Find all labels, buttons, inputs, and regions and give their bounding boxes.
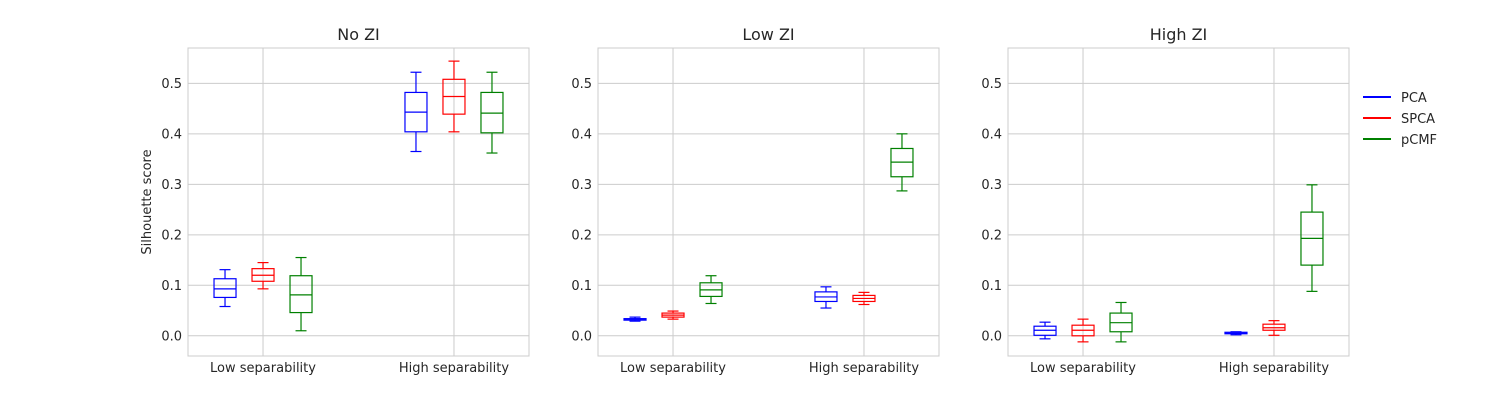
- x-tick-label: High separability: [809, 361, 919, 376]
- box-pca: [213, 269, 237, 308]
- plot-frame: [1007, 47, 1350, 357]
- legend-label: SPCA: [1401, 112, 1435, 127]
- panel-title: Low ZI: [742, 25, 794, 44]
- panels: 0.0 0.1 0.2 0.3 0.4 0.5 Low separability High s…: [161, 25, 1350, 376]
- box-spca: [1071, 318, 1095, 343]
- y-tick-label: 0.2: [161, 228, 182, 243]
- box-pca: [404, 71, 428, 153]
- plot-frame: [187, 47, 530, 357]
- legend-item-pcmf: pCMF: [1363, 133, 1437, 148]
- y-tick-label: 0.4: [571, 127, 592, 142]
- y-tick-label: 0.0: [571, 329, 592, 344]
- y-tick-label: 0.1: [981, 279, 1002, 294]
- y-tick-label: 0.2: [571, 228, 592, 243]
- panel-title: No ZI: [337, 25, 380, 44]
- x-tick-label: Low separability: [210, 361, 316, 376]
- legend-item-pca: PCA: [1363, 91, 1427, 106]
- box-body: [289, 275, 313, 314]
- panel-0: 0.0 0.1 0.2 0.3 0.4 0.5 Low separability High s…: [161, 25, 530, 376]
- y-tick-label: 0.1: [161, 279, 182, 294]
- box-pca: [1033, 321, 1057, 340]
- box-spca: [1262, 320, 1286, 336]
- box-pcmf: [289, 256, 313, 332]
- panel-title: High ZI: [1150, 25, 1208, 44]
- y-tick-label: 0.0: [161, 329, 182, 344]
- y-tick-label: 0.3: [981, 178, 1002, 193]
- x-tick-label: High separability: [399, 361, 509, 376]
- y-tick-label: 0.1: [571, 279, 592, 294]
- box-pcmf: [699, 275, 723, 305]
- y-tick-label: 0.0: [981, 329, 1002, 344]
- y-tick-label: 0.2: [981, 228, 1002, 243]
- x-tick-label: Low separability: [620, 361, 726, 376]
- box-pcmf: [1300, 184, 1324, 292]
- box-spca: [661, 310, 685, 320]
- box-pcmf: [480, 71, 504, 154]
- legend-label: pCMF: [1401, 133, 1437, 148]
- box-body: [213, 278, 237, 299]
- panel-1: 0.0 0.1 0.2 0.3 0.4 0.5 Low separability High s…: [571, 25, 940, 376]
- box-spca: [852, 291, 876, 306]
- box-spca: [251, 261, 275, 290]
- y-tick-label: 0.5: [571, 77, 592, 92]
- plot-frame: [597, 47, 940, 357]
- legend: PCA SPCA pCMF: [1363, 91, 1437, 148]
- box-pca: [1224, 331, 1248, 336]
- y-axis-label: Silhouette score: [140, 149, 155, 254]
- box-pca: [814, 286, 838, 309]
- legend-label: PCA: [1401, 91, 1427, 106]
- y-tick-label: 0.5: [981, 77, 1002, 92]
- box-pcmf: [1109, 301, 1133, 343]
- y-tick-label: 0.3: [161, 178, 182, 193]
- legend-item-spca: SPCA: [1363, 112, 1435, 127]
- y-tick-label: 0.3: [571, 178, 592, 193]
- panel-2: 0.0 0.1 0.2 0.3 0.4 0.5 Low separability High s…: [981, 25, 1350, 376]
- x-tick-label: High separability: [1219, 361, 1329, 376]
- y-tick-label: 0.4: [161, 127, 182, 142]
- box-pcmf: [890, 133, 914, 192]
- x-tick-label: Low separability: [1030, 361, 1136, 376]
- box-pca: [623, 316, 647, 322]
- y-tick-label: 0.4: [981, 127, 1002, 142]
- y-tick-label: 0.5: [161, 77, 182, 92]
- box-spca: [442, 60, 466, 133]
